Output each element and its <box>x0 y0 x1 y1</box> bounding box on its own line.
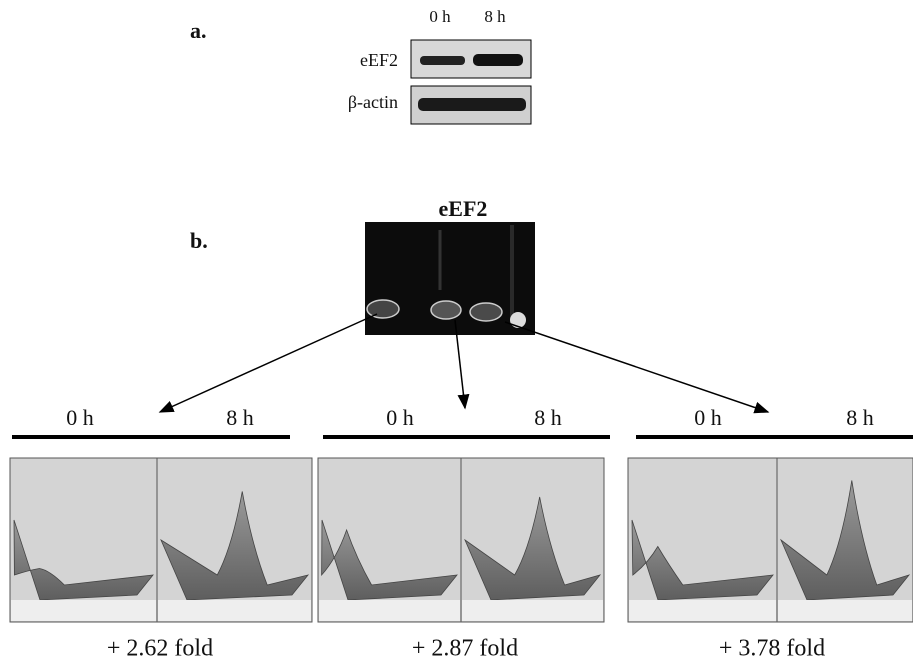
fold-change: + 2.62 fold <box>107 636 213 662</box>
time-label: 0 h <box>694 405 722 430</box>
surface-plot <box>777 458 913 622</box>
time-label: 8 h <box>534 405 562 430</box>
fold-change: + 2.87 fold <box>412 636 518 662</box>
info-strip <box>11 600 156 621</box>
row-label: β-actin <box>348 92 398 112</box>
panel-label: b. <box>190 228 208 253</box>
surface-plot <box>10 458 157 622</box>
info-strip <box>319 600 460 621</box>
figure: a. 0 h 8 h eEF2 β-actin b. eEF2 0 h 8 h + … <box>0 0 913 666</box>
surface-plot <box>157 458 312 622</box>
surface-plot <box>461 458 604 622</box>
gel-title: eEF2 <box>439 196 488 221</box>
info-strip <box>629 600 776 621</box>
time-label: 8 h <box>226 405 254 430</box>
time-label: 0 h <box>66 405 94 430</box>
lane-label: 8 h <box>484 7 506 26</box>
row-label: eEF2 <box>360 50 398 70</box>
surface-plot <box>628 458 777 622</box>
western-blot <box>411 40 531 124</box>
surface-plot <box>318 458 461 622</box>
info-strip <box>158 600 311 621</box>
info-strip <box>778 600 912 621</box>
time-label: 8 h <box>846 405 874 430</box>
gel-image <box>365 222 535 335</box>
fold-change: + 3.78 fold <box>719 636 825 662</box>
time-label: 0 h <box>386 405 414 430</box>
panel-label: a. <box>190 18 207 43</box>
lane-label: 0 h <box>429 7 451 26</box>
info-strip <box>462 600 603 621</box>
